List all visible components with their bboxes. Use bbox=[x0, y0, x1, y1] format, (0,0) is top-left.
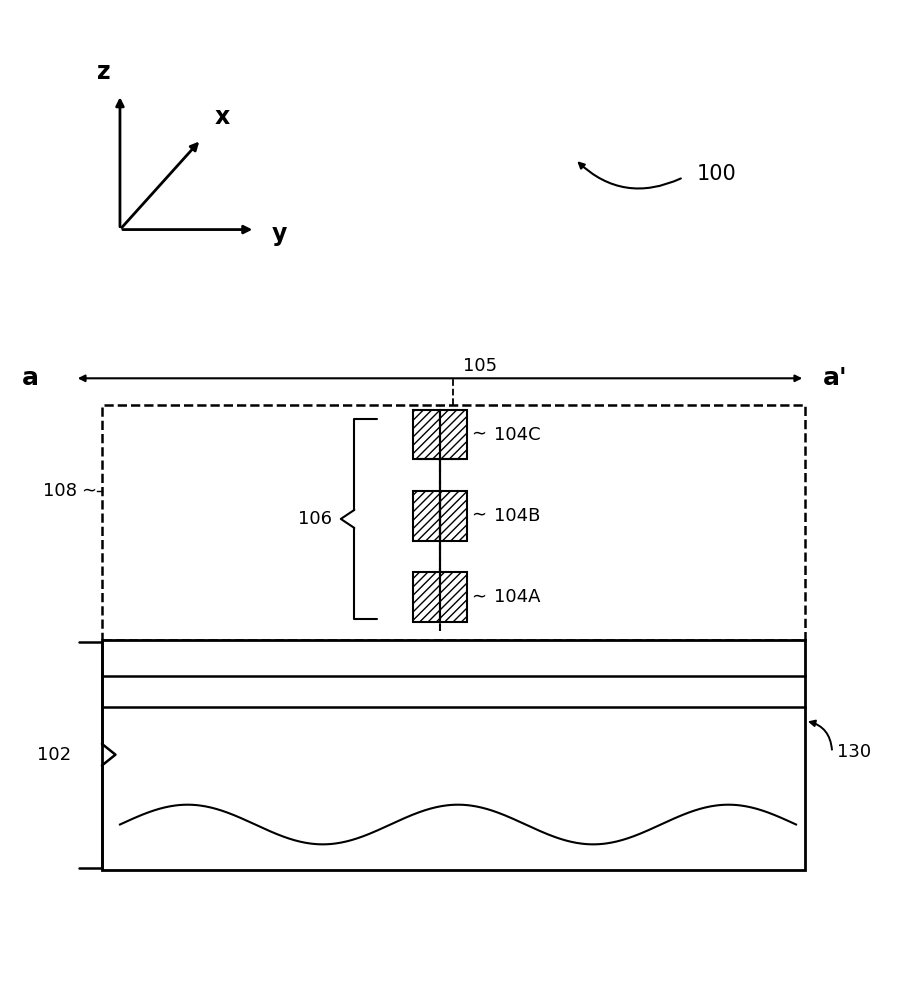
Text: ∼: ∼ bbox=[82, 482, 96, 500]
Text: y: y bbox=[271, 222, 287, 246]
Text: 100: 100 bbox=[697, 164, 736, 184]
Text: a': a' bbox=[823, 366, 848, 390]
Text: 106: 106 bbox=[297, 510, 332, 528]
Text: 102: 102 bbox=[37, 746, 71, 764]
Text: ∼: ∼ bbox=[472, 507, 487, 525]
Text: z: z bbox=[97, 60, 111, 84]
Bar bbox=[413, 572, 467, 622]
Text: ∼: ∼ bbox=[472, 426, 487, 444]
Bar bbox=[413, 491, 467, 541]
Text: 108: 108 bbox=[44, 482, 77, 500]
Bar bbox=[413, 410, 467, 459]
Bar bbox=[102, 405, 805, 640]
Text: 104B: 104B bbox=[494, 507, 541, 525]
Text: x: x bbox=[215, 105, 229, 129]
Text: 104C: 104C bbox=[494, 426, 541, 444]
Text: 130: 130 bbox=[836, 743, 871, 761]
Text: ∼: ∼ bbox=[472, 588, 487, 606]
Text: 104A: 104A bbox=[494, 588, 541, 606]
Text: a: a bbox=[22, 366, 39, 390]
Text: 105: 105 bbox=[463, 357, 497, 375]
Bar bbox=[102, 640, 805, 870]
